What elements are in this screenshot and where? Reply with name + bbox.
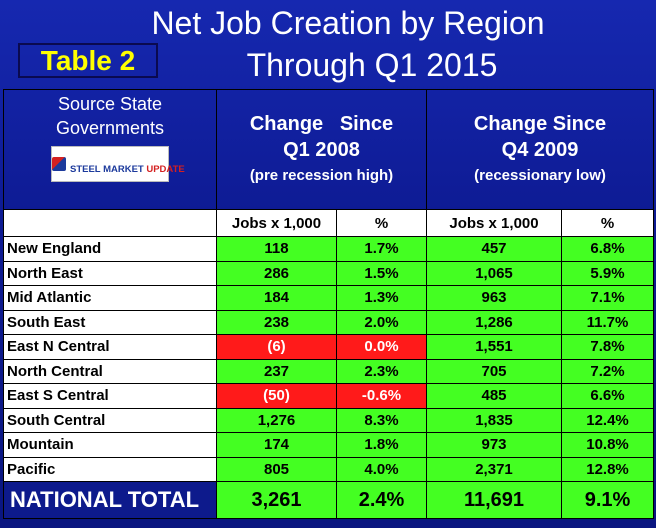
pct-since-2008: 2.0% xyxy=(336,309,427,335)
column-header-row: Jobs x 1,000 % Jobs x 1,000 % xyxy=(3,209,655,237)
pct-since-2008: 1.3% xyxy=(336,285,427,311)
pct-since-2008: -0.6% xyxy=(336,383,427,409)
jobs-since-2009: 1,286 xyxy=(426,309,562,335)
region-label: East N Central xyxy=(3,334,217,360)
jobs-since-2009: 1,065 xyxy=(426,260,562,286)
group-header-q1-2008: Change Since Q1 2008 (pre recession high… xyxy=(216,89,427,210)
region-label: New England xyxy=(3,236,217,262)
region-label: North Central xyxy=(3,358,217,384)
source-line-2: Governments xyxy=(55,118,165,138)
pct-since-2009: 5.9% xyxy=(560,260,655,286)
total-pct-since-2008: 2.4% xyxy=(336,481,427,519)
jobs-since-2008: 237 xyxy=(216,358,337,384)
pct-since-2008: 1.5% xyxy=(336,260,427,286)
jobs-since-2008: 118 xyxy=(216,236,337,262)
jobs-since-2008: 1,276 xyxy=(216,407,337,433)
header-row: Source State Governments STEEL MARKET UP… xyxy=(3,89,655,210)
pct-since-2009: 7.2% xyxy=(560,358,655,384)
pct-since-2009: 6.6% xyxy=(560,383,655,409)
job-creation-table: Source State Governments STEEL MARKET UP… xyxy=(3,89,655,519)
pct-since-2009: 12.4% xyxy=(560,407,655,433)
region-label: Mid Atlantic xyxy=(3,285,217,311)
column-header-pct-1: % xyxy=(336,209,427,237)
pct-since-2009: 6.8% xyxy=(560,236,655,262)
table-row: Pacific 805 4.0% 2,371 12.8% xyxy=(3,456,655,482)
table-row: New England 118 1.7% 457 6.8% xyxy=(3,236,655,262)
pct-since-2009: 12.8% xyxy=(560,456,655,482)
jobs-since-2008: 805 xyxy=(216,456,337,482)
total-label: NATIONAL TOTAL xyxy=(3,481,217,519)
pct-since-2009: 7.8% xyxy=(560,334,655,360)
column-header-blank xyxy=(3,209,217,237)
table-row: North East 286 1.5% 1,065 5.9% xyxy=(3,260,655,286)
table-row: East S Central (50) -0.6% 485 6.6% xyxy=(3,383,655,409)
table-row: North Central 237 2.3% 705 7.2% xyxy=(3,358,655,384)
pct-since-2008: 0.0% xyxy=(336,334,427,360)
pct-since-2009: 10.8% xyxy=(560,432,655,458)
jobs-since-2008: 174 xyxy=(216,432,337,458)
pct-since-2008: 1.7% xyxy=(336,236,427,262)
jobs-since-2008: (50) xyxy=(216,383,337,409)
jobs-since-2009: 705 xyxy=(426,358,562,384)
title-line-1: Net Job Creation by Region xyxy=(151,5,545,41)
group-header-q4-2009: Change Since Q4 2009 (recessionary low) xyxy=(425,89,655,210)
column-header-pct-2: % xyxy=(560,209,655,237)
jobs-since-2008: 286 xyxy=(216,260,337,286)
jobs-since-2009: 2,371 xyxy=(426,456,562,482)
total-jobs-since-2009: 11,691 xyxy=(426,481,562,519)
pct-since-2008: 8.3% xyxy=(336,407,427,433)
table-row: South Central 1,276 8.3% 1,835 12.4% xyxy=(3,407,655,433)
table-row: Mid Atlantic 184 1.3% 963 7.1% xyxy=(3,285,655,311)
total-pct-since-2009: 9.1% xyxy=(560,481,655,519)
jobs-since-2008: 238 xyxy=(216,309,337,335)
jobs-since-2009: 963 xyxy=(426,285,562,311)
source-line-1: Source State xyxy=(57,94,163,114)
jobs-since-2009: 1,835 xyxy=(426,407,562,433)
jobs-since-2009: 973 xyxy=(426,432,562,458)
logo-brand: STEEL MARKET xyxy=(70,164,144,175)
column-header-jobs-2: Jobs x 1,000 xyxy=(426,209,562,237)
jobs-since-2009: 485 xyxy=(426,383,562,409)
region-label: Pacific xyxy=(3,456,217,482)
region-label: Mountain xyxy=(3,432,217,458)
pct-since-2008: 1.8% xyxy=(336,432,427,458)
pct-since-2009: 7.1% xyxy=(560,285,655,311)
table-row: East N Central (6) 0.0% 1,551 7.8% xyxy=(3,334,655,360)
pct-since-2009: 11.7% xyxy=(560,309,655,335)
region-label: South Central xyxy=(3,407,217,433)
logo-mark-icon xyxy=(52,157,66,171)
table-row: South East 238 2.0% 1,286 11.7% xyxy=(3,309,655,335)
total-jobs-since-2008: 3,261 xyxy=(216,481,337,519)
column-header-jobs-1: Jobs x 1,000 xyxy=(216,209,337,237)
region-label: North East xyxy=(3,260,217,286)
region-label: East S Central xyxy=(3,383,217,409)
jobs-since-2008: (6) xyxy=(216,334,337,360)
table-tag: Table 2 xyxy=(18,43,158,78)
national-total-row: NATIONAL TOTAL 3,261 2.4% 11,691 9.1% xyxy=(3,481,655,519)
pct-since-2008: 2.3% xyxy=(336,358,427,384)
region-label: South East xyxy=(3,309,217,335)
jobs-since-2009: 457 xyxy=(426,236,562,262)
table-row: Mountain 174 1.8% 973 10.8% xyxy=(3,432,655,458)
source-cell: Source State Governments STEEL MARKET UP… xyxy=(3,89,217,210)
jobs-since-2008: 184 xyxy=(216,285,337,311)
jobs-since-2009: 1,551 xyxy=(426,334,562,360)
logo-word: UPDATE xyxy=(146,164,185,175)
title-line-2: Through Q1 2015 xyxy=(246,47,498,83)
pct-since-2008: 4.0% xyxy=(336,456,427,482)
steel-market-update-logo: STEEL MARKET UPDATE xyxy=(51,146,185,182)
